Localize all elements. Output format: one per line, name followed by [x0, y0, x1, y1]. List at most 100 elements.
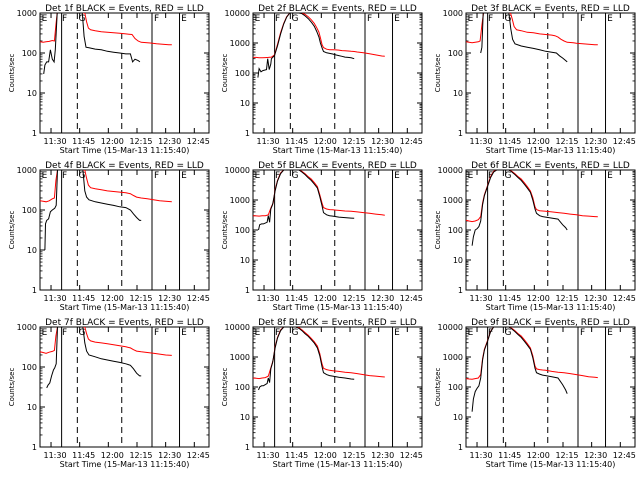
interval-letter: F	[62, 328, 67, 338]
events-series-line	[480, 13, 568, 63]
plot-frame	[39, 169, 210, 291]
x-tick-label: 11:45	[285, 451, 308, 460]
lld-series-line	[40, 13, 172, 46]
interval-letter: F	[154, 14, 159, 24]
interval-letter: E	[181, 14, 187, 24]
interval-letter: E	[607, 171, 613, 181]
plot-frame	[39, 326, 210, 448]
y-tick-label: 100	[448, 49, 463, 58]
x-tick-label: 12:00	[527, 294, 550, 303]
plot-frame	[465, 326, 636, 448]
x-tick-label: 11:30	[43, 137, 66, 146]
plot-frame	[252, 169, 423, 291]
y-tick-label: 1	[245, 129, 250, 138]
y-tick-label: 10	[27, 403, 37, 412]
y-tick-label: 10000	[438, 166, 463, 175]
interval-letter: F	[367, 171, 372, 181]
x-tick-label: 11:45	[72, 451, 95, 460]
x-tick-label: 12:15	[342, 137, 365, 146]
x-tick-label: 12:15	[342, 294, 365, 303]
x-axis-label: Start Time (15-Mar-13 11:15:40)	[60, 303, 190, 312]
x-axis-label: Start Time (15-Mar-13 11:15:40)	[273, 146, 403, 155]
x-tick-label: 12:15	[555, 294, 578, 303]
x-tick-label: 12:30	[158, 451, 181, 460]
lld-series-line	[253, 13, 385, 59]
y-tick-label: 1000	[230, 196, 250, 205]
x-tick-label: 12:30	[371, 137, 394, 146]
x-tick-label: 12:00	[101, 451, 124, 460]
interval-letter: E	[255, 14, 261, 24]
x-axis-label: Start Time (15-Mar-13 11:15:40)	[273, 460, 403, 469]
y-tick-label: 100	[22, 49, 37, 58]
interval-letter: E	[394, 14, 400, 24]
x-tick-label: 12:15	[129, 451, 152, 460]
y-axis-label: Counts/sec	[221, 211, 229, 250]
y-tick-label: 10	[240, 413, 250, 422]
interval-letter: E	[468, 171, 474, 181]
y-tick-label: 1000	[17, 9, 37, 18]
panel-title: Det 2f BLACK = Events, RED = LLD	[258, 4, 417, 14]
x-tick-label: 11:30	[256, 451, 279, 460]
y-axis-label: Counts/sec	[8, 54, 16, 93]
y-tick-label: 1	[458, 286, 463, 295]
interval-letter: G	[79, 14, 86, 24]
x-tick-label: 12:00	[527, 137, 550, 146]
plot-frame	[465, 12, 636, 134]
x-tick-label: 12:45	[613, 294, 636, 303]
y-tick-label: 10	[27, 246, 37, 255]
x-tick-label: 11:45	[498, 294, 521, 303]
x-axis-label: Start Time (15-Mar-13 11:15:40)	[486, 303, 616, 312]
y-axis-label: Counts/sec	[8, 368, 16, 407]
interval-letter: E	[181, 328, 187, 338]
x-tick-label: 12:00	[314, 451, 337, 460]
x-tick-label: 12:15	[555, 451, 578, 460]
events-series-line	[46, 327, 142, 389]
plot-frame	[252, 12, 423, 134]
y-axis-label: Counts/sec	[434, 54, 442, 93]
interval-letter: E	[181, 171, 187, 181]
interval-letter: G	[292, 328, 299, 338]
interval-letter: E	[255, 328, 261, 338]
y-tick-label: 1000	[17, 166, 37, 175]
x-tick-label: 11:45	[72, 294, 95, 303]
x-tick-label: 12:45	[400, 137, 423, 146]
x-tick-label: 11:45	[285, 137, 308, 146]
x-axis-label: Start Time (15-Mar-13 11:15:40)	[486, 460, 616, 469]
plot-frame	[252, 326, 423, 448]
y-tick-label: 1000	[17, 323, 37, 332]
x-tick-label: 12:30	[158, 294, 181, 303]
x-axis-label: Start Time (15-Mar-13 11:15:40)	[60, 460, 190, 469]
interval-letter: E	[468, 328, 474, 338]
interval-letter: E	[468, 14, 474, 24]
x-tick-label: 12:00	[101, 294, 124, 303]
panel-title: Det 4f BLACK = Events, RED = LLD	[45, 161, 204, 171]
x-tick-label: 12:45	[613, 451, 636, 460]
panel-det-4: Det 4f BLACK = Events, RED = LLD 1 10 100 10…	[8, 161, 210, 312]
y-tick-label: 1	[458, 129, 463, 138]
interval-letter: F	[488, 14, 493, 24]
panel-title: Det 7f BLACK = Events, RED = LLD	[45, 318, 204, 328]
interval-letter: F	[367, 14, 372, 24]
events-series-line	[471, 170, 568, 246]
panel-det-1: Det 1f BLACK = Events, RED = LLD 1 10 100 10…	[8, 4, 210, 155]
y-tick-label: 1	[32, 443, 37, 452]
x-tick-label: 12:45	[400, 451, 423, 460]
interval-letter: G	[505, 328, 512, 338]
events-series-line	[43, 13, 141, 74]
x-tick-label: 12:00	[101, 137, 124, 146]
x-tick-label: 11:30	[469, 451, 492, 460]
y-tick-label: 10	[240, 256, 250, 265]
interval-letter: E	[607, 328, 613, 338]
x-tick-label: 11:45	[72, 137, 95, 146]
interval-letter: E	[255, 171, 261, 181]
y-tick-label: 1	[32, 129, 37, 138]
x-tick-label: 12:45	[187, 137, 210, 146]
x-tick-label: 11:30	[43, 294, 66, 303]
y-tick-label: 100	[235, 226, 250, 235]
x-tick-label: 11:45	[498, 451, 521, 460]
x-tick-label: 12:15	[555, 137, 578, 146]
